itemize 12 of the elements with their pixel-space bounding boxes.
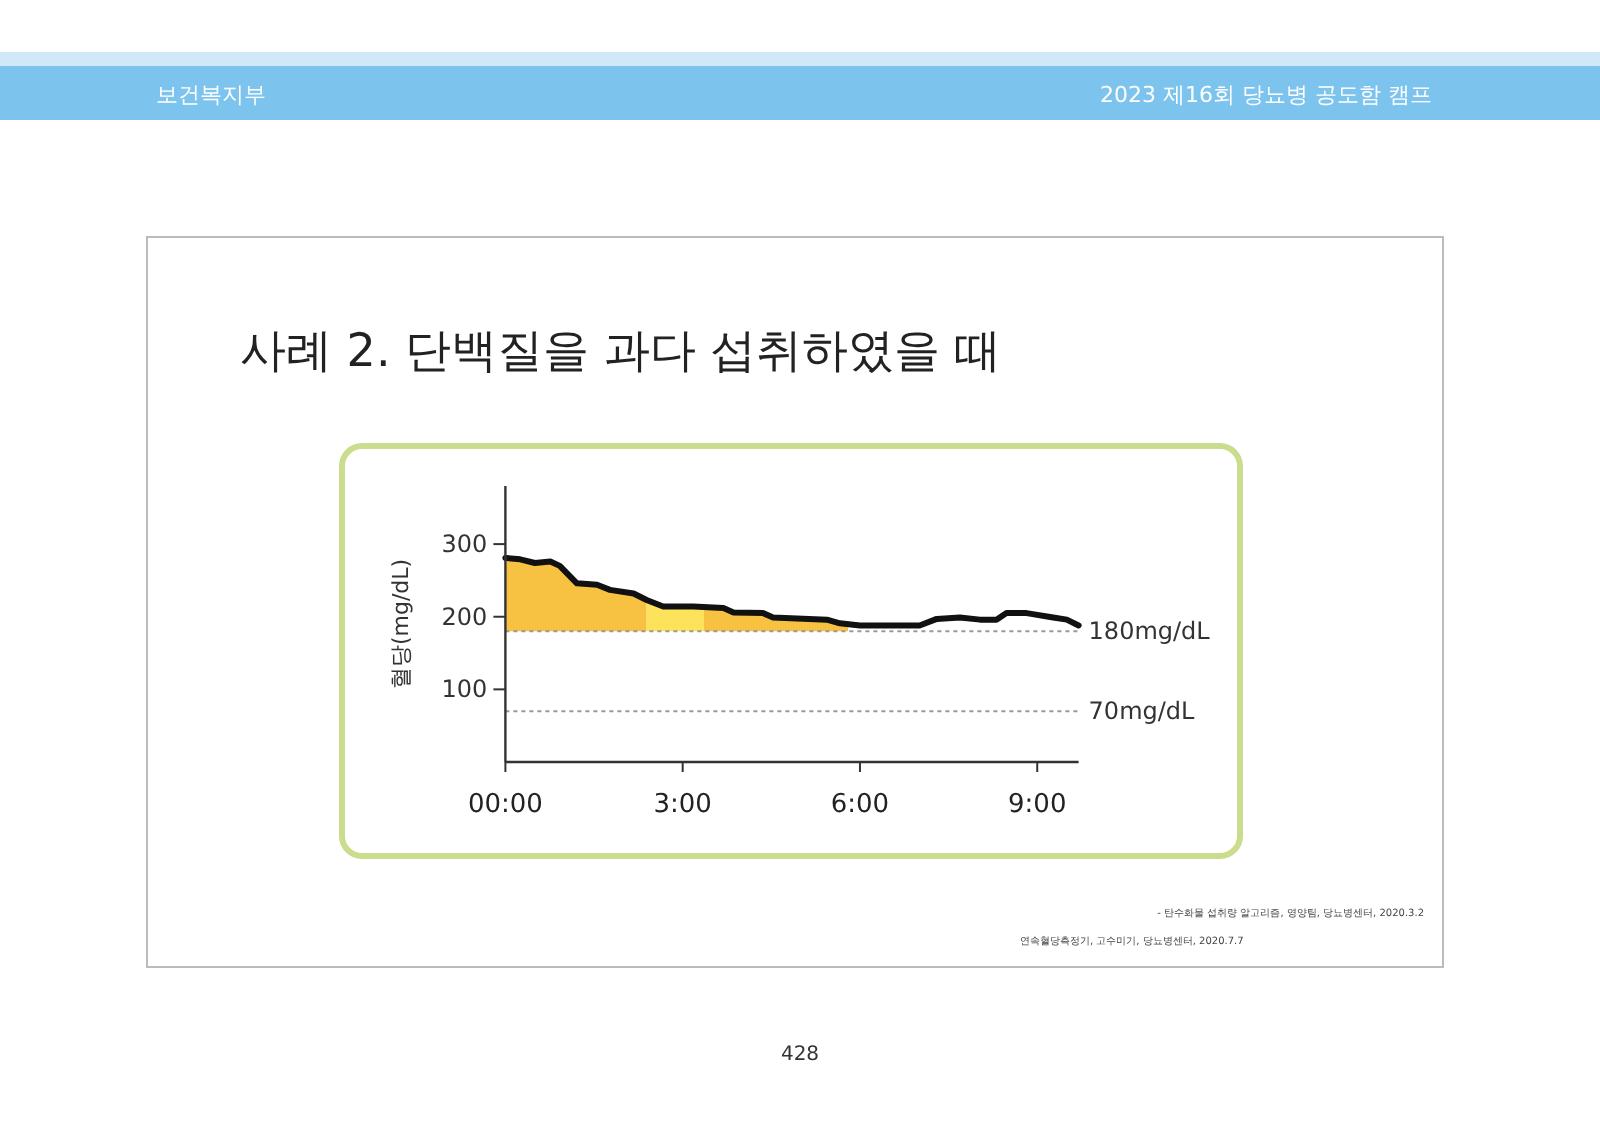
xtick: 9:00 [1008, 790, 1067, 820]
ylabel: 혈당(mg/dL) [388, 558, 414, 690]
title: 사례 2. 단백질을 과다 섭취하였을 때 [240, 326, 1001, 378]
annotation: 428 [780, 1044, 820, 1066]
ytick: 100 [441, 675, 488, 704]
ytick: 200 [441, 602, 488, 631]
annotation: 보건복지부 [156, 82, 266, 108]
annotation: 2023 제16회 당뇨병 공도함 캠프 [1100, 82, 1432, 108]
xtick: 3:00 [653, 790, 712, 820]
ytick: 300 [441, 530, 488, 559]
xtick: 6:00 [830, 790, 890, 820]
xtick: 00:00 [467, 790, 543, 820]
